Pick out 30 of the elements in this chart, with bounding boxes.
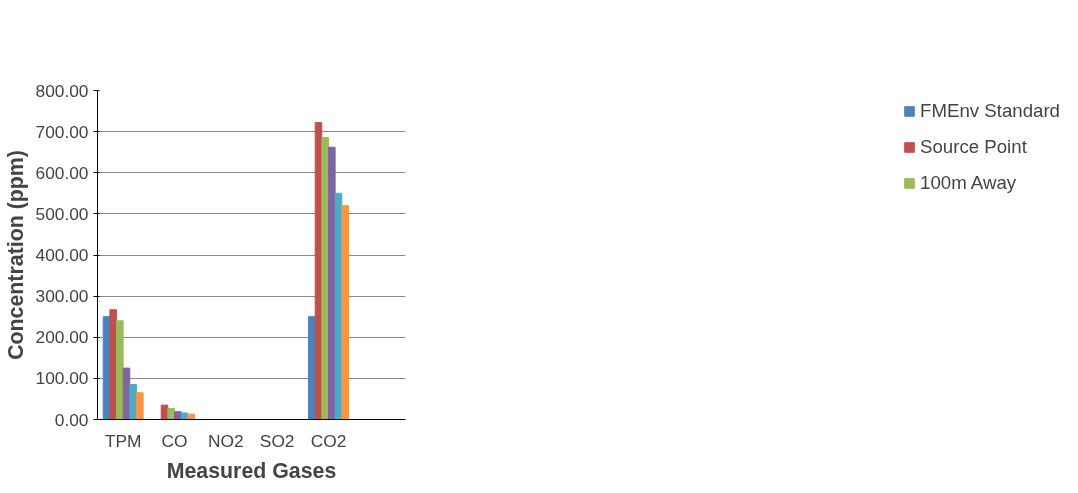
y-tick-label: 500.00: [35, 203, 89, 224]
y-axis-title: Concentration (ppm): [3, 150, 28, 360]
bar: [174, 411, 182, 420]
bar: [167, 407, 175, 420]
x-tick-label: TPM: [104, 430, 142, 451]
y-tick-label: 600.00: [35, 162, 89, 183]
x-tick-label: CO2: [310, 430, 347, 451]
x-tick-label: SO2: [259, 430, 295, 451]
bar: [129, 384, 137, 420]
bar: [308, 316, 316, 420]
y-tick-label: 100.00: [35, 368, 89, 389]
y-tick-label: 300.00: [35, 286, 89, 307]
x-axis-title: Measured Gases: [166, 458, 337, 483]
legend-label: FMEnv Standard: [920, 100, 1060, 122]
legend-label: 100m Away: [920, 172, 1017, 194]
bar: [341, 205, 349, 420]
x-tick-label: CO: [161, 430, 188, 451]
legend-label: Source Point: [920, 136, 1027, 158]
bar: [328, 146, 336, 420]
bar: [109, 309, 117, 420]
y-tick-label: 200.00: [35, 327, 89, 348]
y-tick-label: 700.00: [35, 121, 89, 142]
bar: [187, 413, 195, 420]
x-tick-label: NO2: [208, 430, 244, 451]
bar: [116, 320, 124, 420]
y-tick-label: 800.00: [35, 80, 89, 101]
bar: [321, 136, 329, 420]
bar: [136, 392, 144, 420]
y-tick-label: 400.00: [35, 245, 89, 265]
y-tick-label: 0.00: [54, 409, 89, 430]
